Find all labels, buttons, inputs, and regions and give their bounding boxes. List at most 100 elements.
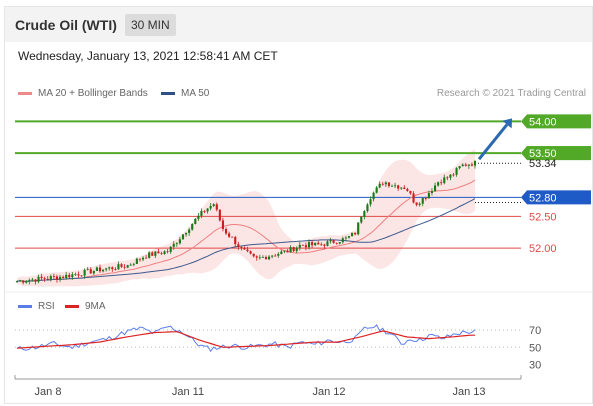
candle-body: [390, 185, 394, 187]
candle-body: [381, 183, 384, 185]
candle-body: [194, 218, 197, 224]
candle-body: [452, 174, 455, 176]
candle-body: [243, 247, 246, 250]
candle-body: [455, 168, 458, 175]
candle-body: [74, 274, 77, 276]
candle-body: [354, 232, 357, 235]
candle-body: [117, 264, 120, 270]
candle-body: [264, 257, 268, 260]
level-label-overlay-53.50: 53.50: [529, 148, 557, 160]
candle-body: [203, 210, 206, 212]
candle-body: [397, 185, 400, 189]
ma-bands-swatch: [18, 91, 32, 95]
candle-body: [215, 204, 218, 210]
candle-body: [344, 237, 347, 239]
candle-body: [163, 251, 166, 255]
timeframe-badge[interactable]: 30 MIN: [125, 14, 176, 36]
candle-body: [181, 234, 185, 240]
candle-body: [200, 210, 203, 216]
projection-arrow-shaft: [477, 123, 509, 161]
candle-body: [172, 243, 175, 247]
candle-body: [105, 268, 108, 270]
candle-body: [252, 253, 255, 257]
chart-widget: Crude Oil (WTI) 30 MIN Wednesday, Januar…: [4, 6, 593, 404]
candle-body: [335, 242, 338, 244]
level-label-54.00: 54.00: [529, 116, 557, 128]
candle-body: [188, 229, 191, 233]
candle-body: [261, 257, 264, 258]
candle-body: [46, 278, 49, 280]
candle-body: [249, 251, 252, 254]
candle-body: [197, 215, 200, 219]
candle-body: [433, 185, 437, 192]
candle-body: [98, 267, 102, 272]
candle-body: [267, 256, 271, 260]
candle-body: [108, 267, 111, 269]
candle-body: [28, 280, 31, 282]
candle-body: [80, 275, 83, 277]
candle-body: [234, 237, 237, 245]
level-label-52.00: 52.00: [529, 243, 557, 255]
candle-body: [135, 258, 138, 264]
candle-body: [120, 264, 123, 267]
candle-body: [77, 274, 80, 276]
candle-body: [424, 197, 427, 199]
candle-body: [403, 187, 406, 189]
candle-body: [22, 280, 25, 283]
candle-body: [83, 269, 86, 276]
instrument-title: Crude Oil (WTI): [15, 17, 117, 33]
candle-body: [440, 182, 443, 184]
candle-body: [145, 257, 148, 259]
chart-header: Crude Oil (WTI) 30 MIN: [5, 7, 592, 42]
candle-body: [95, 267, 98, 271]
candle-body: [304, 245, 308, 248]
candle-body: [363, 211, 366, 217]
candle-body: [430, 191, 434, 194]
rsi-tick-50: 50: [529, 342, 541, 354]
candle-body: [132, 263, 135, 265]
candle-body: [347, 236, 351, 238]
candle-body: [400, 187, 403, 189]
candle-body: [277, 254, 280, 256]
candle-body: [148, 252, 151, 258]
level-tag-54.00: [521, 114, 591, 129]
candle-body: [421, 197, 424, 204]
candle-body: [206, 208, 209, 212]
candle-body: [338, 242, 341, 244]
bollinger-band-area: [17, 149, 475, 287]
candle-body: [357, 222, 360, 235]
candle-body: [255, 256, 258, 258]
ma50-line: [16, 198, 476, 282]
rsi-tick-70: 70: [529, 325, 541, 337]
candle-body: [470, 164, 473, 166]
rsi-ma-swatch: [65, 304, 79, 308]
candle-body: [280, 251, 283, 255]
chart-canvas: 54.0053.5052.8052.5052.0053.3453.5070503…: [5, 114, 592, 398]
candle-body: [129, 264, 132, 266]
candle-body: [375, 187, 378, 193]
candle-body: [212, 204, 215, 207]
candle-body: [394, 185, 397, 187]
candle-body: [191, 223, 194, 230]
candle-body: [65, 274, 68, 279]
rsi-ma-line: [16, 330, 475, 349]
candle-body: [360, 216, 363, 223]
candle-body: [92, 270, 95, 274]
candle-body: [283, 250, 286, 252]
candle-body: [157, 251, 160, 254]
rsi-line: [16, 324, 476, 353]
candle-body: [175, 243, 178, 245]
candle-body: [89, 269, 92, 274]
candle-body: [178, 239, 181, 244]
candle-body: [467, 164, 470, 166]
last-price-label: 53.34: [529, 158, 557, 170]
timestamp: Wednesday, January 13, 2021 12:58:41 AM …: [18, 49, 278, 63]
candle-body: [384, 182, 387, 185]
candle-body: [37, 276, 40, 282]
legend-ma-bands: MA 20 + Bollinger Bands: [18, 88, 148, 99]
candle-body: [228, 233, 231, 237]
candle-body: [366, 204, 369, 212]
candle-body: [58, 276, 62, 280]
candle-body: [446, 177, 449, 179]
legend-rsi: RSI: [18, 301, 55, 312]
